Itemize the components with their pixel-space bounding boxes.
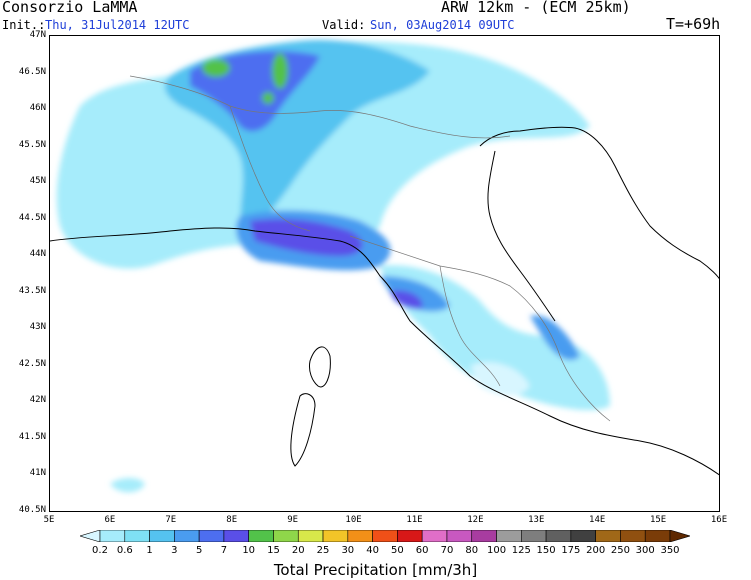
colorbar-label: 30 — [341, 545, 355, 556]
colorbar-swatch — [347, 530, 373, 542]
map-canvas — [50, 40, 719, 493]
colorbar — [80, 530, 690, 542]
colorbar-label: 3 — [171, 545, 178, 556]
lat-label: 46N — [29, 103, 46, 114]
lat-label: 44N — [29, 249, 46, 260]
colorbar-label: 150 — [536, 545, 556, 556]
lon-label: 9E — [287, 515, 299, 525]
lon-label: 7E — [165, 515, 177, 525]
colorbar-label: 40 — [366, 545, 379, 556]
lead-time: T=+69h — [666, 15, 721, 33]
lon-label: 16E — [710, 515, 728, 525]
lon-label: 14E — [589, 515, 606, 525]
lon-label: 12E — [467, 515, 484, 525]
colorbar-swatch — [80, 530, 101, 542]
lon-label: 5E — [43, 515, 55, 525]
colorbar-label: 200 — [586, 545, 606, 556]
valid-value: Sun, 03Aug2014 09UTC — [370, 18, 515, 32]
colorbar-label: 7 — [220, 545, 228, 556]
lon-label: 13E — [528, 515, 545, 525]
colorbar-swatch — [545, 530, 572, 542]
colorbar-swatch — [521, 530, 547, 542]
lat-label: 42.5N — [18, 358, 46, 369]
colorbar-swatch — [595, 530, 621, 542]
colorbar-label: 0.6 — [116, 545, 133, 556]
lat-label: 41.5N — [18, 431, 46, 442]
colorbar-swatch — [421, 530, 448, 542]
colorbar-swatch — [273, 530, 299, 542]
colorbar-swatch — [471, 530, 497, 542]
colorbar-swatch — [248, 530, 274, 542]
init-value: Thu, 31Jul2014 12UTC — [45, 18, 190, 32]
org-title: Consorzio LaMMA — [2, 0, 138, 16]
precipitation-map — [49, 35, 720, 512]
colorbar-swatch — [223, 530, 249, 542]
colorbar-label: 250 — [610, 545, 630, 556]
colorbar-swatch — [372, 530, 398, 542]
lat-label: 42N — [29, 395, 46, 406]
colorbar-swatch — [397, 530, 423, 542]
lat-label: 45.5N — [18, 139, 46, 150]
colorbar-label: 10 — [242, 545, 256, 556]
colorbar-swatch — [496, 530, 522, 542]
lat-label: 46.5N — [18, 66, 46, 77]
colorbar-label: 350 — [660, 545, 680, 556]
precip-field — [56, 40, 610, 493]
coastline — [50, 126, 719, 476]
colorbar-title: Total Precipitation [mm/3h] — [273, 561, 478, 579]
colorbar-swatch — [297, 530, 324, 542]
colorbar-label: 300 — [635, 545, 655, 556]
colorbar-label: 1 — [146, 545, 153, 556]
lat-label: 43N — [29, 322, 46, 333]
admin-borders — [129, 75, 611, 422]
colorbar-swatch — [124, 530, 150, 542]
init-label: Init.: — [2, 18, 46, 32]
colorbar-label: 0.2 — [92, 545, 108, 556]
colorbar-swatch — [620, 530, 646, 542]
lat-label: 40.5N — [18, 505, 46, 515]
colorbar-label: 80 — [465, 545, 479, 556]
lat-label: 47N — [29, 30, 46, 40]
lon-label: 8E — [226, 515, 238, 525]
lon-label: 11E — [406, 515, 423, 525]
colorbar-label: 50 — [391, 545, 404, 556]
lon-label: 15E — [649, 515, 667, 525]
colorbar-swatch — [174, 530, 200, 542]
lat-label: 44.5N — [18, 212, 46, 223]
lat-label: 43.5N — [18, 285, 46, 296]
colorbar-swatch — [149, 530, 175, 542]
colorbar-swatch — [99, 530, 126, 542]
colorbar-label: 70 — [440, 545, 454, 556]
colorbar-swatch — [570, 530, 596, 542]
colorbar-swatch — [669, 530, 690, 542]
colorbar-label: 15 — [267, 545, 280, 556]
lat-label: 41N — [29, 468, 46, 479]
lon-label: 10E — [345, 515, 362, 525]
colorbar-swatch — [446, 530, 473, 542]
colorbar-label: 175 — [561, 545, 581, 556]
colorbar-label: 125 — [511, 545, 531, 556]
colorbar-swatch — [198, 530, 225, 542]
lat-label: 45N — [29, 176, 46, 187]
colorbar-label: 5 — [195, 545, 203, 556]
colorbar-label: 25 — [316, 545, 330, 556]
model-title: ARW 12km - (ECM 25km) — [441, 0, 631, 16]
colorbar-label: 100 — [486, 545, 507, 556]
valid-label: Valid: — [322, 18, 366, 32]
lon-label: 6E — [104, 515, 116, 525]
colorbar-swatch — [644, 530, 671, 542]
colorbar-label: 60 — [415, 545, 429, 556]
colorbar-swatch — [322, 530, 349, 542]
colorbar-label: 20 — [291, 545, 305, 556]
